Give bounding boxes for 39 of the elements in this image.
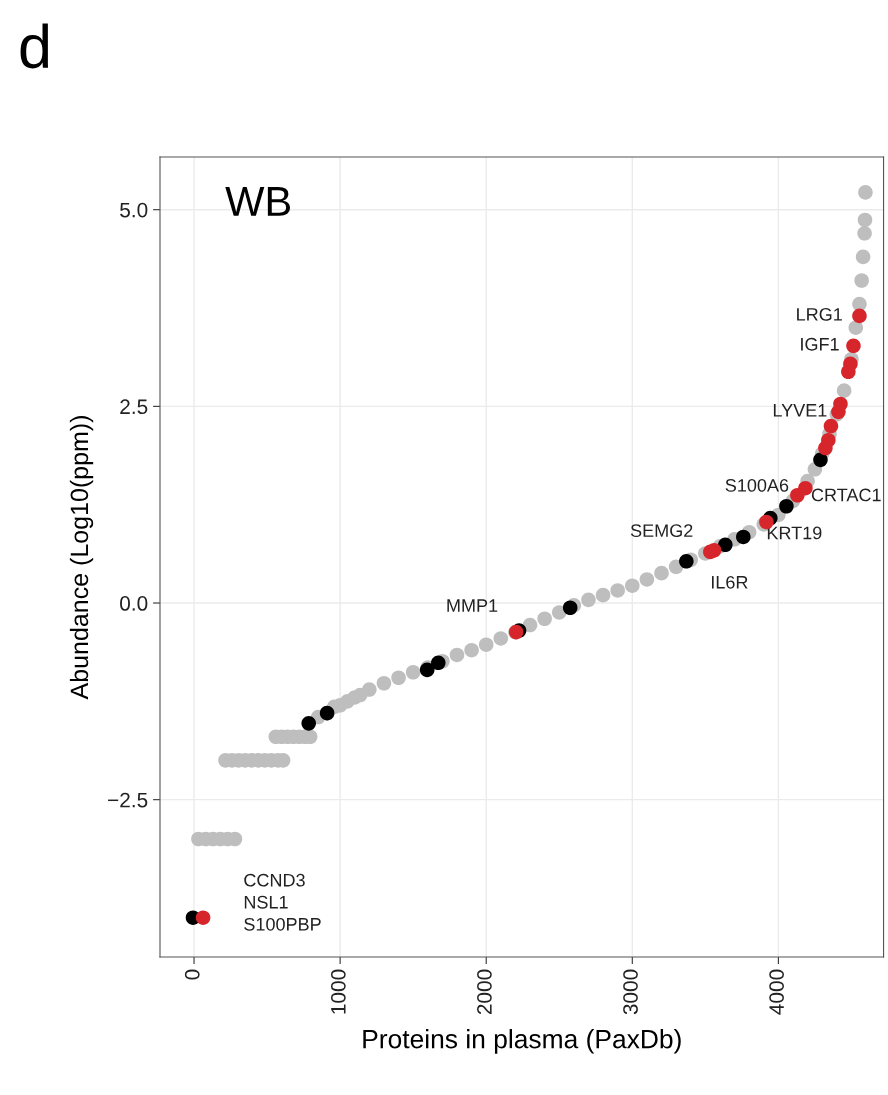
y-tick-label: 0.0 [120, 596, 148, 611]
annotation: SEMG2 [630, 524, 693, 538]
point [843, 356, 858, 372]
point [431, 655, 446, 671]
point [798, 480, 813, 496]
annotation: S100A6 [725, 478, 789, 492]
annotation: CCND3 NSL1 S100PBP [244, 873, 321, 931]
annotation: KRT19 [767, 526, 822, 540]
y-axis-title: Abundance (Log10(ppm)) [69, 416, 94, 700]
point [562, 600, 578, 616]
annotation: MMP1 [447, 599, 498, 612]
point [833, 396, 848, 412]
point [718, 537, 733, 553]
x-tick-label: 1000 [330, 969, 346, 1014]
x-tick-label: 3000 [623, 969, 638, 1015]
x-tick-label: 4000 [769, 969, 784, 1015]
point [301, 716, 316, 731]
annotation: WB [225, 187, 291, 216]
point [195, 910, 211, 925]
point [679, 554, 694, 569]
point [852, 308, 867, 324]
x-tick-label: 0 [184, 969, 200, 980]
text: d [20, 23, 49, 69]
x-tick-label: 2000 [477, 969, 492, 1015]
annotation: CRTAC1 [811, 488, 881, 502]
y-tick-label: 2.5 [120, 399, 148, 415]
y-tick-label: 5.0 [120, 202, 148, 218]
annotation: IGF1 [801, 337, 839, 351]
annotation: IL6R [711, 575, 748, 589]
point [823, 418, 839, 434]
point [736, 529, 751, 545]
annotation: LYVE1 [773, 404, 827, 417]
y-tick-label: −2.5 [108, 792, 148, 808]
point [813, 452, 828, 468]
point [779, 498, 794, 514]
point [846, 338, 861, 354]
point [821, 432, 836, 448]
annotation: LRG1 [797, 307, 842, 321]
x-axis-title: Proteins in plasma (PaxDb) [363, 1029, 681, 1054]
